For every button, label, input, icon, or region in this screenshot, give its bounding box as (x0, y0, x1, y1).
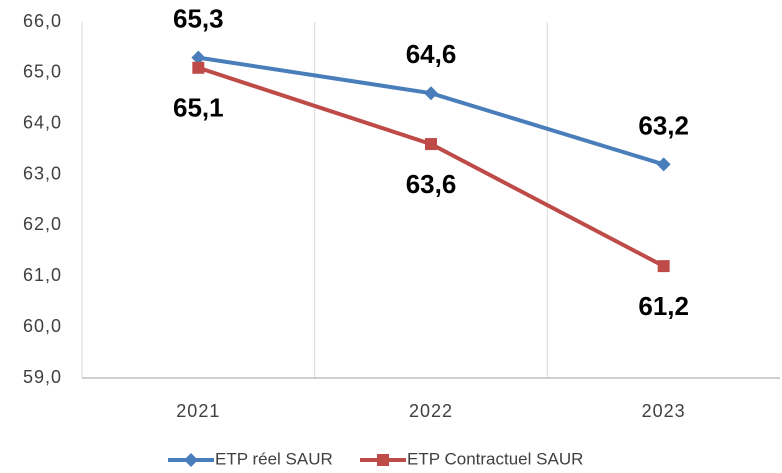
marker (424, 86, 438, 101)
y-tick-label: 65,0 (23, 62, 62, 82)
y-tick-label: 63,0 (23, 163, 62, 183)
marker (191, 50, 206, 65)
data-label: 61,2 (638, 291, 689, 321)
marker (425, 138, 437, 151)
x-tick-label: 2022 (409, 401, 453, 421)
x-tick-label: 2023 (642, 401, 686, 421)
marker (192, 61, 205, 74)
y-tick-label: 64,0 (23, 112, 62, 132)
x-tick-label: 2021 (176, 401, 220, 421)
legend-marker (184, 453, 198, 467)
data-label: 64,6 (406, 39, 457, 69)
legend-label: ETP réel SAUR (215, 449, 333, 468)
legend-label: ETP Contractuel SAUR (407, 449, 583, 468)
data-label: 63,2 (638, 110, 689, 140)
data-label: 65,3 (173, 3, 224, 33)
y-tick-label: 59,0 (23, 367, 62, 387)
data-label: 63,6 (406, 169, 457, 199)
y-tick-label: 66,0 (23, 11, 62, 31)
data-label: 65,1 (173, 93, 224, 123)
y-tick-label: 62,0 (23, 214, 62, 234)
y-tick-label: 61,0 (23, 265, 62, 285)
y-tick-label: 60,0 (23, 316, 62, 336)
marker (656, 157, 671, 172)
marker (657, 260, 670, 273)
legend-marker (377, 454, 389, 466)
